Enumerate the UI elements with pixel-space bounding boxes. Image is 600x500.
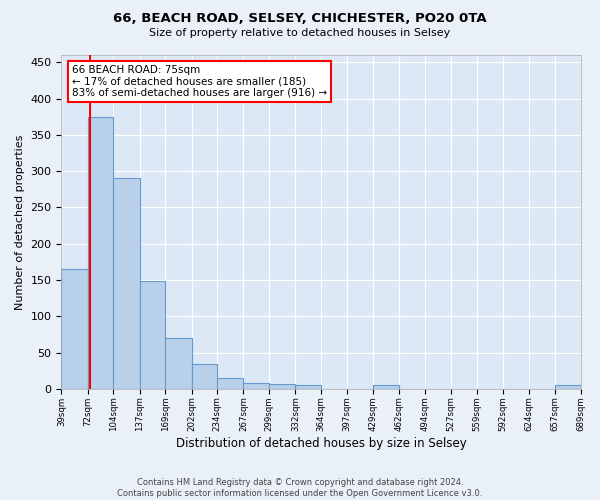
Text: 66, BEACH ROAD, SELSEY, CHICHESTER, PO20 0TA: 66, BEACH ROAD, SELSEY, CHICHESTER, PO20… (113, 12, 487, 26)
Bar (191, 364, 217, 389)
Bar (295, 386, 321, 389)
Bar (113, 178, 140, 389)
Text: 66 BEACH ROAD: 75sqm
← 17% of detached houses are smaller (185)
83% of semi-deta: 66 BEACH ROAD: 75sqm ← 17% of detached h… (72, 65, 327, 98)
X-axis label: Distribution of detached houses by size in Selsey: Distribution of detached houses by size … (176, 437, 466, 450)
Bar (555, 386, 581, 389)
Bar (140, 282, 165, 389)
Text: Contains HM Land Registry data © Crown copyright and database right 2024.
Contai: Contains HM Land Registry data © Crown c… (118, 478, 482, 498)
Bar (88, 116, 113, 389)
Y-axis label: Number of detached properties: Number of detached properties (15, 134, 25, 310)
Bar (269, 384, 295, 389)
Bar (373, 386, 399, 389)
Bar (61, 269, 88, 389)
Text: Size of property relative to detached houses in Selsey: Size of property relative to detached ho… (149, 28, 451, 38)
Bar (165, 338, 191, 389)
Bar (244, 383, 269, 389)
Bar (217, 378, 244, 389)
